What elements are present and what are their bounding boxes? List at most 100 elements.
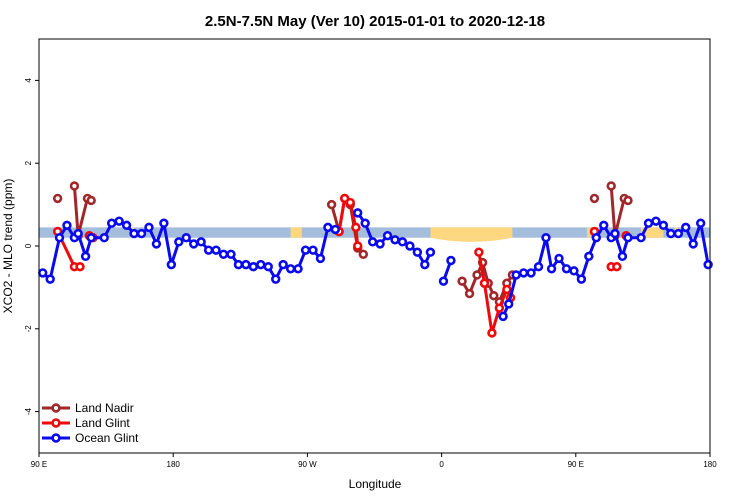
data-point-land-nadir: [589, 193, 600, 204]
data-point-ocean-glint: [405, 241, 415, 251]
data-point-ocean-glint: [584, 251, 594, 262]
data-point-ocean-glint: [38, 268, 48, 278]
data-point-ocean-glint: [353, 208, 363, 218]
data-point-ocean-glint: [382, 230, 393, 241]
data-point-ocean-glint: [203, 245, 214, 255]
data-point-ocean-glint: [666, 228, 676, 239]
data-point-ocean-glint: [196, 237, 206, 247]
legend-swatch-marker: [51, 433, 61, 443]
data-point-ocean-glint: [80, 251, 91, 262]
legend-item-land-nadir: Land Nadir: [42, 401, 134, 415]
data-point-ocean-glint: [99, 233, 109, 243]
data-point-ocean-glint: [360, 218, 370, 228]
data-point-ocean-glint: [218, 249, 229, 259]
y-tick-label: -4: [24, 407, 33, 415]
data-point-ocean-glint: [681, 222, 691, 233]
data-point-land-glint: [75, 262, 85, 272]
data-point-land-nadir: [606, 181, 616, 191]
data-point-ocean-glint: [658, 220, 669, 231]
data-point-ocean-glint: [412, 247, 423, 257]
land-band: [290, 227, 302, 238]
data-point-ocean-glint: [86, 233, 96, 243]
data-point-ocean-glint: [285, 264, 296, 274]
x-tick-label: 180: [167, 460, 181, 469]
data-point-ocean-glint: [591, 233, 602, 243]
data-point-ocean-glint: [518, 268, 529, 278]
data-point-ocean-glint: [420, 259, 430, 270]
data-point-ocean-glint: [546, 264, 557, 274]
data-point-ocean-glint: [189, 239, 199, 249]
data-point-land-glint: [353, 241, 363, 251]
data-point-ocean-glint: [438, 276, 449, 286]
data-point-ocean-glint: [569, 266, 579, 276]
data-point-ocean-glint: [136, 228, 147, 239]
data-point-ocean-glint: [323, 222, 333, 233]
land-band: [586, 227, 591, 238]
y-axis-label: XCO2 - MLO trend (ppm): [1, 179, 15, 314]
data-point-ocean-glint: [73, 228, 83, 239]
data-point-ocean-glint: [300, 245, 311, 255]
data-point-ocean-glint: [541, 233, 551, 243]
data-point-ocean-glint: [293, 264, 303, 274]
legend-label: Ocean Glint: [75, 431, 139, 445]
data-point-ocean-glint: [54, 233, 65, 243]
data-point-ocean-glint: [308, 245, 318, 255]
land-band: [641, 227, 664, 238]
data-point-land-glint: [351, 222, 361, 233]
data-point-ocean-glint: [106, 218, 117, 228]
data-point-ocean-glint: [651, 216, 661, 226]
legend-item-land-glint: Land Glint: [42, 416, 130, 430]
y-tick-label: 4: [24, 78, 33, 83]
data-point-land-glint: [494, 303, 505, 313]
series-land-glint: [52, 193, 631, 338]
data-point-ocean-glint: [315, 253, 326, 264]
data-point-ocean-glint: [599, 220, 609, 231]
data-point-land-nadir: [464, 288, 475, 299]
data-point-land-nadir: [326, 199, 337, 210]
chart-title: 2.5N-7.5N May (Ver 10) 2015-01-01 to 202…: [205, 13, 545, 30]
data-point-ocean-glint: [533, 262, 544, 272]
data-point-ocean-glint: [623, 233, 633, 243]
data-point-ocean-glint: [695, 218, 706, 228]
data-point-land-nadir: [69, 181, 80, 191]
y-tick-label: 0: [24, 243, 33, 248]
axes: 90 E 180 90 W 0 90 E 180 -4 -2 0 2 4: [24, 38, 717, 469]
y-tick-label: -2: [24, 325, 33, 333]
data-point-ocean-glint: [114, 216, 124, 226]
legend-item-ocean-glint: Ocean Glint: [42, 431, 139, 445]
legend-swatch-marker: [51, 418, 61, 428]
series-ocean-glint: [38, 208, 713, 322]
data-point-land-glint: [502, 284, 512, 295]
legend-label: Land Glint: [75, 416, 130, 430]
data-point-ocean-glint: [330, 224, 341, 235]
x-tick-label: 90 E: [568, 460, 584, 469]
land-band-dip: [430, 237, 513, 242]
data-point-ocean-glint: [554, 253, 564, 264]
data-point-land-glint: [474, 247, 484, 257]
data-point-ocean-glint: [248, 262, 259, 272]
data-point-ocean-glint: [226, 249, 236, 259]
data-point-ocean-glint: [256, 259, 266, 270]
data-point-ocean-glint: [174, 237, 184, 247]
data-point-ocean-glint: [144, 222, 154, 233]
data-point-ocean-glint: [643, 218, 654, 228]
x-tick-label: 180: [703, 460, 717, 469]
data-point-ocean-glint: [241, 259, 251, 270]
data-point-ocean-glint: [278, 259, 288, 270]
data-point-land-nadir: [52, 193, 63, 204]
data-point-land-nadir: [457, 276, 467, 286]
data-point-land-nadir: [489, 290, 499, 301]
data-point-ocean-glint: [425, 247, 436, 257]
data-point-ocean-glint: [181, 233, 191, 243]
data-point-ocean-glint: [263, 262, 273, 272]
data-point-ocean-glint: [121, 220, 132, 231]
data-point-land-nadir: [358, 249, 369, 259]
data-point-ocean-glint: [233, 259, 244, 270]
data-point-ocean-glint: [688, 239, 698, 249]
x-tick-label: 0: [439, 460, 444, 469]
legend-label: Land Nadir: [75, 401, 134, 415]
data-point-ocean-glint: [703, 259, 713, 270]
data-point-land-glint: [345, 197, 355, 208]
